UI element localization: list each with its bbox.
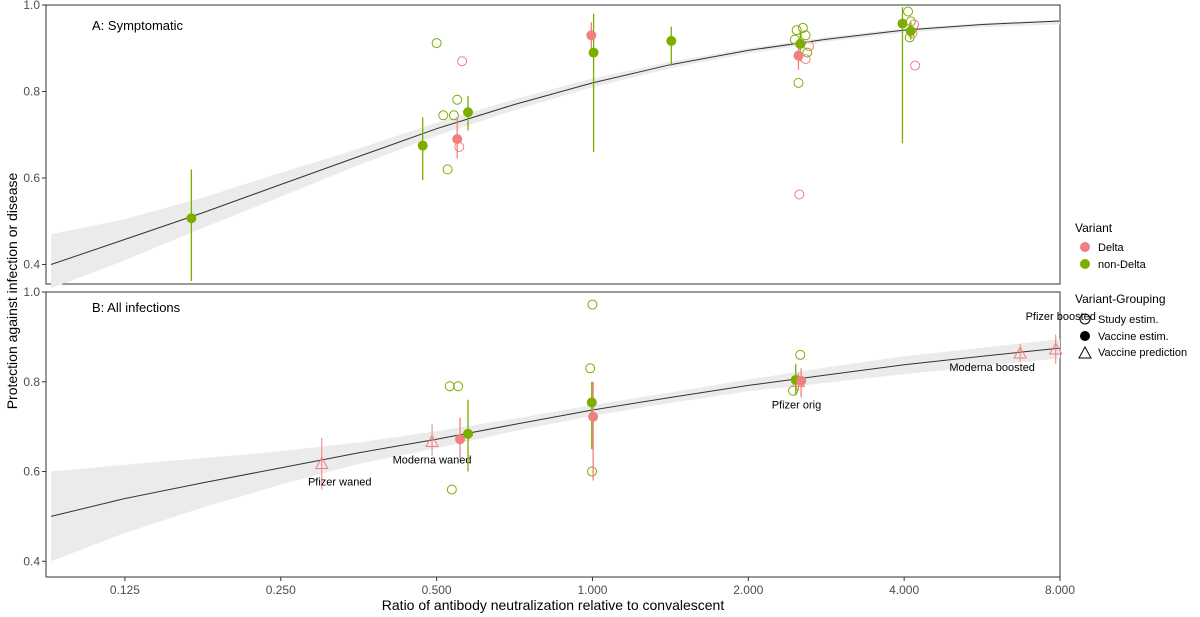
panel-b-frame	[45, 291, 1061, 578]
panel-symptomatic: A: Symptomatic 0.4 0.6 0.8 1.0	[23, 0, 1061, 289]
panel-a-frame	[45, 4, 1061, 285]
panel-all-infections: B: All infections 0.4 0.6 0.8 1.0 Pfizer wan…	[23, 285, 1096, 578]
study-estimate-point	[431, 38, 442, 49]
prediction-label: Moderna boosted	[949, 362, 1035, 374]
confidence-ribbon	[51, 339, 1061, 562]
legend: Variant Delta non-Delta Variant-Grouping…	[1075, 221, 1187, 359]
study-estimate-point	[452, 94, 463, 105]
y-tick-label: 0.8	[23, 375, 40, 389]
vaccine-estimate-point	[463, 428, 474, 439]
legend-study-label: Study estim.	[1098, 314, 1159, 326]
study-estimate-point	[585, 363, 596, 374]
x-tick-label: 8.000	[1045, 583, 1075, 597]
vaccine-prediction-point	[1013, 345, 1027, 359]
x-tick-label: 0.125	[110, 583, 140, 597]
prediction-label: Pfizer orig	[772, 399, 822, 411]
x-axis-label: Ratio of antibody neutralization relativ…	[382, 597, 725, 613]
legend-study-marker	[1079, 313, 1091, 325]
vaccine-estimate-point	[186, 213, 197, 224]
study-estimate-point	[587, 466, 598, 477]
fitted-curve	[50, 347, 1061, 517]
vaccine-estimate-point	[588, 411, 599, 422]
study-estimate-point	[444, 381, 455, 392]
legend-prediction-label: Vaccine prediction	[1098, 347, 1187, 359]
vaccine-estimate-point	[793, 50, 804, 61]
fitted-curve	[50, 20, 1061, 265]
x-tick-label: 4.000	[889, 583, 919, 597]
y-tick-label: 0.8	[23, 85, 40, 99]
study-estimate-point	[910, 60, 921, 71]
study-estimate-point	[438, 110, 449, 121]
x-tick-label: 0.250	[266, 583, 296, 597]
legend-non-delta-label: non-Delta	[1098, 259, 1147, 271]
study-estimate-point	[797, 22, 808, 33]
x-axis: 0.125 0.250 0.500 1.000 2.000 4.000 8.000	[110, 577, 1075, 597]
study-estimate-point	[453, 381, 464, 392]
vaccine-estimate-point	[586, 397, 597, 408]
prediction-label: Pfizer waned	[308, 476, 372, 488]
study-estimate-point	[903, 6, 914, 17]
legend-vaccine-estim-marker	[1080, 331, 1090, 341]
panel-b-title: B: All infections	[92, 300, 181, 315]
x-tick-label: 2.000	[733, 583, 763, 597]
study-estimate-point	[800, 30, 811, 41]
study-estimate-point	[446, 484, 457, 495]
study-estimate-point	[793, 77, 804, 88]
vaccine-estimate-point	[905, 25, 916, 36]
legend-variant-title: Variant	[1075, 221, 1113, 235]
y-tick-label: 0.4	[23, 554, 40, 568]
study-estimate-point	[791, 25, 802, 36]
panel-a-title: A: Symptomatic	[92, 18, 184, 33]
legend-non-delta-marker	[1080, 259, 1090, 269]
vaccine-estimate-point	[795, 38, 806, 49]
study-estimate-point	[457, 56, 468, 67]
x-tick-label: 1.000	[577, 583, 607, 597]
vaccine-estimate-point	[666, 35, 677, 46]
vaccine-estimate-point	[417, 140, 428, 151]
vaccine-estimate-point	[588, 47, 599, 58]
vaccine-estimate-point	[897, 18, 908, 29]
vaccine-prediction-point	[1048, 341, 1063, 355]
study-estimate-point	[794, 189, 805, 200]
y-axis-label: Protection against infection or disease	[4, 172, 20, 409]
x-tick-label: 0.500	[422, 583, 452, 597]
vaccine-estimate-point	[452, 134, 463, 145]
legend-prediction-marker	[1078, 345, 1092, 359]
y-tick-label: 0.4	[23, 258, 40, 272]
vaccine-estimate-point	[796, 375, 807, 386]
y-tick-label: 0.6	[23, 171, 40, 185]
study-estimate-point	[448, 110, 459, 121]
study-estimate-point	[587, 299, 598, 310]
vaccine-prediction-point	[425, 434, 439, 447]
vaccine-estimate-point	[463, 107, 474, 118]
legend-delta-marker	[1080, 242, 1090, 252]
legend-vaccine-estim-label: Vaccine estim.	[1098, 331, 1169, 343]
prediction-label: Moderna waned	[393, 454, 472, 466]
vaccine-estimate-point	[586, 30, 597, 41]
prediction-label: Pfizer boosted	[1026, 311, 1096, 323]
study-estimate-point	[442, 164, 453, 175]
study-estimate-point	[795, 349, 806, 360]
legend-grouping-title: Variant-Grouping	[1075, 292, 1166, 306]
vaccine-prediction-point	[314, 456, 329, 469]
vaccine-estimate-point	[455, 434, 466, 445]
y-tick-label: 1.0	[23, 285, 40, 299]
study-estimate-point	[802, 47, 813, 58]
legend-delta-label: Delta	[1098, 242, 1125, 254]
y-tick-label: 0.6	[23, 465, 40, 479]
y-tick-label: 1.0	[23, 0, 40, 12]
